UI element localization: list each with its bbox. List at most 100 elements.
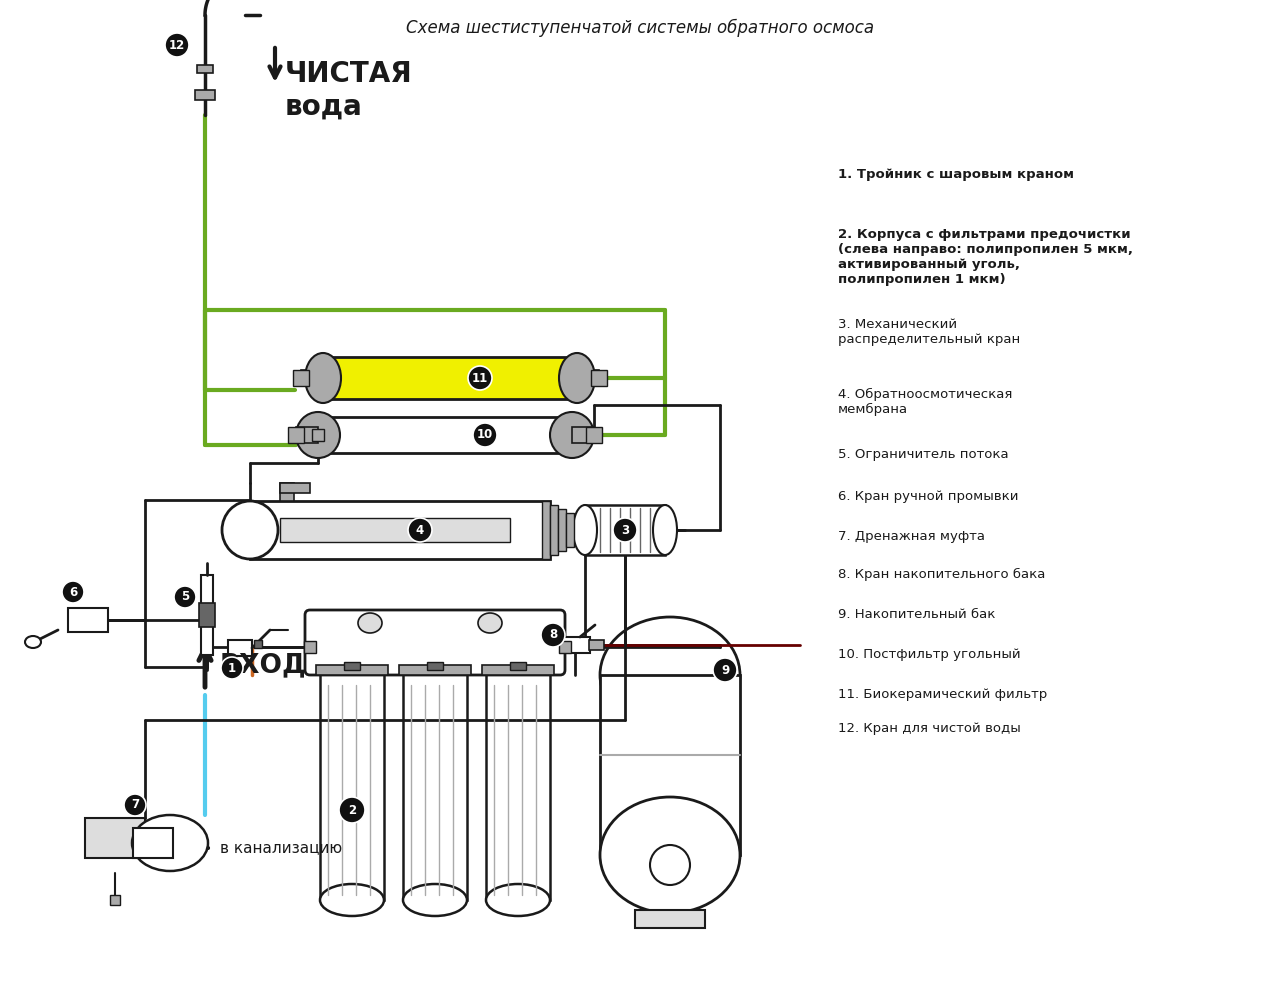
Bar: [541, 501, 550, 559]
Circle shape: [541, 623, 564, 647]
Bar: [280, 483, 294, 501]
Text: 4. Обратноосмотическая
мембрана: 4. Обратноосмотическая мембрана: [838, 388, 1012, 416]
Ellipse shape: [486, 884, 550, 916]
Ellipse shape: [403, 884, 467, 916]
Bar: [589, 640, 604, 650]
Text: 2: 2: [348, 803, 356, 816]
Bar: [558, 509, 566, 551]
Ellipse shape: [305, 353, 340, 403]
Text: 3. Механический
распределительный кран: 3. Механический распределительный кран: [838, 318, 1020, 346]
Ellipse shape: [573, 505, 596, 555]
Text: ВХОД: ВХОД: [220, 652, 307, 678]
Text: 1: 1: [228, 662, 236, 675]
Text: 11: 11: [472, 371, 488, 384]
Text: 12: 12: [169, 39, 186, 52]
Text: в канализацию: в канализацию: [220, 840, 342, 855]
Text: 6. Кран ручной промывки: 6. Кран ручной промывки: [838, 490, 1019, 503]
Bar: [316, 665, 388, 675]
Bar: [585, 505, 666, 555]
Bar: [317, 417, 573, 453]
Bar: [84, 818, 145, 858]
Text: 11. Биокерамический фильтр: 11. Биокерамический фильтр: [838, 688, 1047, 701]
Bar: [280, 483, 310, 493]
Text: 8. Кран накопительного бака: 8. Кран накопительного бака: [838, 568, 1046, 581]
Text: 2. Корпуса с фильтрами предочистки
(слева направо: полипропилен 5 мкм,
активиров: 2. Корпуса с фильтрами предочистки (слев…: [838, 228, 1133, 286]
Bar: [509, 662, 526, 670]
Bar: [305, 641, 316, 653]
Circle shape: [713, 658, 737, 682]
Ellipse shape: [320, 884, 384, 916]
Circle shape: [165, 33, 189, 57]
Ellipse shape: [26, 636, 41, 648]
Text: 9. Накопительный бак: 9. Накопительный бак: [838, 608, 996, 621]
FancyBboxPatch shape: [305, 610, 564, 675]
Bar: [577, 370, 599, 386]
Bar: [296, 427, 317, 443]
Bar: [197, 65, 212, 73]
Ellipse shape: [600, 617, 740, 733]
Bar: [586, 427, 602, 443]
Circle shape: [61, 581, 84, 603]
Text: 1. Тройник с шаровым краном: 1. Тройник с шаровым краном: [838, 168, 1074, 181]
Ellipse shape: [550, 412, 594, 458]
Bar: [110, 895, 120, 905]
Circle shape: [474, 423, 497, 447]
Circle shape: [174, 586, 196, 608]
Text: 9: 9: [721, 664, 730, 677]
Text: 10. Постфильтр угольный: 10. Постфильтр угольный: [838, 648, 1020, 661]
Bar: [323, 357, 579, 399]
Bar: [403, 670, 467, 900]
Bar: [312, 429, 324, 441]
Circle shape: [613, 518, 637, 542]
Bar: [201, 575, 212, 655]
Bar: [195, 90, 215, 100]
Text: 6: 6: [69, 586, 77, 599]
Bar: [591, 370, 607, 386]
Bar: [68, 608, 108, 632]
Text: 3: 3: [621, 524, 628, 537]
Ellipse shape: [358, 613, 381, 633]
Ellipse shape: [650, 845, 690, 885]
Bar: [428, 662, 443, 670]
Ellipse shape: [296, 412, 340, 458]
Bar: [588, 429, 600, 441]
Ellipse shape: [559, 353, 595, 403]
Text: 8: 8: [549, 629, 557, 642]
Bar: [399, 665, 471, 675]
Ellipse shape: [132, 815, 207, 871]
Bar: [572, 427, 594, 443]
Text: 4: 4: [416, 524, 424, 537]
Bar: [483, 665, 554, 675]
Bar: [566, 513, 573, 547]
Bar: [293, 370, 308, 386]
Circle shape: [339, 797, 365, 823]
Bar: [253, 640, 262, 648]
Bar: [550, 505, 558, 555]
Text: 12. Кран для чистой воды: 12. Кран для чистой воды: [838, 722, 1020, 735]
Bar: [561, 637, 590, 653]
Circle shape: [408, 518, 433, 542]
Bar: [250, 501, 550, 559]
Circle shape: [221, 657, 243, 679]
Bar: [198, 603, 215, 627]
Bar: [301, 370, 323, 386]
Text: 7. Дренажная муфта: 7. Дренажная муфта: [838, 530, 986, 543]
Circle shape: [468, 366, 492, 390]
Bar: [486, 670, 550, 900]
Bar: [280, 518, 509, 542]
Text: 7: 7: [131, 798, 140, 811]
Bar: [320, 670, 384, 900]
Circle shape: [124, 794, 146, 816]
Ellipse shape: [653, 505, 677, 555]
Bar: [133, 828, 173, 858]
Bar: [600, 675, 740, 855]
Ellipse shape: [221, 501, 278, 559]
Text: Схема шестиступенчатой системы обратного осмоса: Схема шестиступенчатой системы обратного…: [406, 19, 874, 37]
Text: ЧИСТАЯ
вода: ЧИСТАЯ вода: [285, 60, 412, 121]
Ellipse shape: [600, 797, 740, 913]
Bar: [635, 910, 705, 928]
Text: 10: 10: [477, 428, 493, 441]
Text: 5: 5: [180, 591, 189, 604]
Text: 5. Ограничитель потока: 5. Ограничитель потока: [838, 448, 1009, 461]
Bar: [228, 640, 252, 656]
